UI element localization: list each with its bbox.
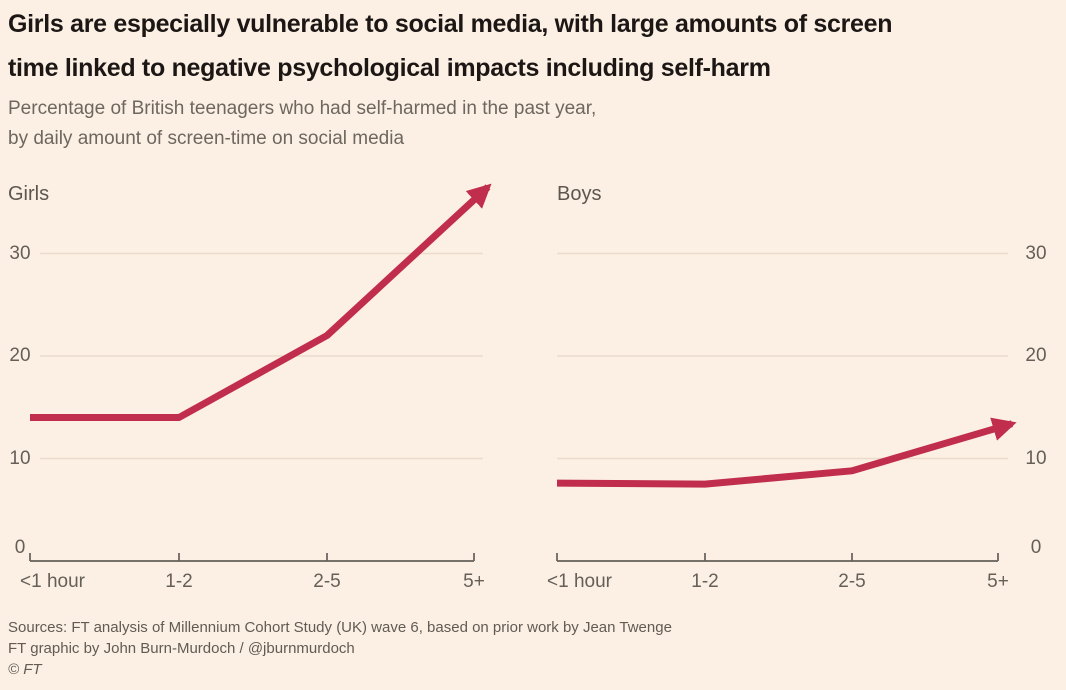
chart-title-line-1: Girls are especially vulnerable to socia… xyxy=(8,10,893,38)
chart-subtitle-line-1: Percentage of British teenagers who had … xyxy=(8,98,597,119)
chart-subtitle-line-2: by daily amount of screen-time on social… xyxy=(8,128,405,149)
y-tick-label: 20 xyxy=(9,345,31,366)
credit-note: FT graphic by John Burn-Murdoch / @jburn… xyxy=(8,640,355,657)
footer: Sources: FT analysis of Millennium Cohor… xyxy=(8,617,672,680)
x-tick-label: 1-2 xyxy=(165,571,193,592)
source-note: Sources: FT analysis of Millennium Cohor… xyxy=(8,619,672,636)
panel-title-boys: Boys xyxy=(557,183,602,205)
panel-girls: Girls 0 10 20 30 <1 hour 1-2 2-5 5+ xyxy=(0,180,533,605)
panel-boys: Boys 0 10 20 30 <1 hour 1-2 2-5 5+ xyxy=(533,180,1066,605)
x-tick-label: 5+ xyxy=(987,571,1009,592)
x-tick-label: <1 hour xyxy=(20,571,85,592)
x-tick-label: 1-2 xyxy=(691,571,719,592)
y-tick-label: 30 xyxy=(9,242,31,264)
y-tick-label: 20 xyxy=(1025,345,1047,366)
y-tick-label: 30 xyxy=(1025,242,1047,264)
girls-plot-svg xyxy=(29,183,492,562)
chart-subtitle: Percentage of British teenagers who had … xyxy=(8,94,596,154)
data-line xyxy=(556,417,1017,488)
x-tick-label: <1 hour xyxy=(547,571,612,592)
boys-plot-svg xyxy=(556,252,1017,562)
x-tick-label: 2-5 xyxy=(313,571,341,592)
copyright-note: © FT xyxy=(8,661,42,678)
x-axis xyxy=(29,553,475,562)
data-line xyxy=(30,183,492,421)
panel-title-girls: Girls xyxy=(8,183,50,205)
x-tick-label: 2-5 xyxy=(838,571,866,592)
y-tick-label: 10 xyxy=(1025,447,1047,469)
y-tick-label: 0 xyxy=(1030,537,1042,558)
chart-title-line-2: time linked to negative psychological im… xyxy=(8,54,771,82)
y-tick-label: 0 xyxy=(14,537,26,558)
y-tick-label: 10 xyxy=(9,447,31,469)
x-axis xyxy=(556,553,999,562)
chart-title: Girls are especially vulnerable to socia… xyxy=(8,2,893,90)
x-tick-label: 5+ xyxy=(463,571,485,592)
